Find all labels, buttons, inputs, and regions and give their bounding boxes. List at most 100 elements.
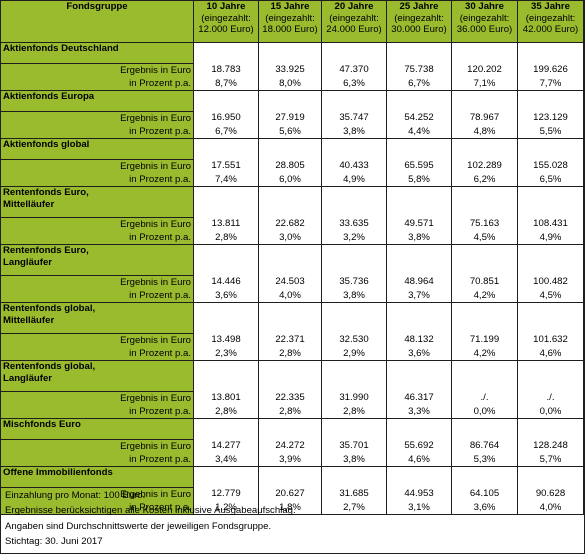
row-label-percent: in Prozent p.a.: [0, 288, 194, 303]
percent-result-cell: 3,8%: [321, 452, 387, 467]
group-name: Rentenfonds global, Mittelläufer: [3, 303, 96, 326]
euro-result-cell: 100.482: [517, 275, 584, 289]
percent-result-cell: 3,9%: [258, 452, 322, 467]
group-header-blank-cell: [193, 466, 259, 488]
group-header-blank-cell: [517, 302, 584, 334]
group-name-cell: Aktienfonds Deutschland: [0, 42, 194, 64]
group-name-cell: Rentenfonds Euro, Mittelläufer: [0, 186, 194, 218]
euro-result-cell: 155.028: [517, 159, 584, 173]
group-header-blank-cell: [451, 244, 518, 276]
group-header-blank-cell: [193, 90, 259, 112]
row-label-euro: Ergebnis in Euro: [0, 159, 194, 173]
group-header-row: Aktienfonds Europa: [0, 90, 584, 112]
percent-result-cell: 3,6%: [386, 346, 452, 361]
header-row: Fondsgruppe 10 Jahre (eingezahlt: 12.000 E…: [0, 0, 584, 43]
euro-result-cell: 35.736: [321, 275, 387, 289]
percent-result-cell: 4,2%: [451, 346, 518, 361]
euro-result-cell: 14.446: [193, 275, 259, 289]
row-label-percent: in Prozent p.a.: [0, 404, 194, 419]
row-label-euro: Ergebnis in Euro: [0, 111, 194, 125]
euro-result-cell: 75.738: [386, 63, 452, 77]
percent-result-cell: 3,0%: [258, 230, 322, 245]
euro-result-cell: 120.202: [451, 63, 518, 77]
percent-result-cell: 3,3%: [386, 404, 452, 419]
euro-result-cell: 46.317: [386, 391, 452, 405]
euro-result-cell: ./.: [517, 391, 584, 405]
footnote-line: Ergebnisse berücksichtigen alle Kosten i…: [5, 505, 296, 517]
percent-result-cell: 4,0%: [258, 288, 322, 303]
fund-results-table: Fondsgruppe 10 Jahre (eingezahlt: 12.000 E…: [0, 0, 584, 515]
percent-result-cell: 4,6%: [386, 452, 452, 467]
group-header-blank-cell: [386, 42, 452, 64]
table-row: Ergebnis in Euro 14.446 24.503 35.736 48.964…: [0, 275, 584, 289]
column-header-period: 30 Jahre (eingezahlt: 36.000 Euro): [451, 0, 518, 43]
percent-result-cell: 5,5%: [517, 124, 584, 139]
percent-result-cell: 5,7%: [517, 452, 584, 467]
row-label-percent: in Prozent p.a.: [0, 172, 194, 187]
euro-result-cell: 22.371: [258, 333, 322, 347]
euro-result-cell: 48.132: [386, 333, 452, 347]
footnote-line: Einzahlung pro Monat: 100 Euro.: [5, 490, 146, 501]
table-row: Ergebnis in Euro 12.779 20.627 31.685 44.953…: [0, 487, 584, 501]
group-name: Offene Immobilienfonds: [3, 467, 113, 479]
row-label-euro: Ergebnis in Euro: [0, 439, 194, 453]
euro-result-cell: 44.953: [386, 487, 452, 501]
group-header-blank-cell: [386, 186, 452, 218]
group-header-row: Rentenfonds global, Langläufer: [0, 360, 584, 392]
euro-result-cell: 35.701: [321, 439, 387, 453]
column-header-period: 10 Jahre (eingezahlt: 12.000 Euro): [193, 0, 259, 43]
percent-result-cell: 5,3%: [451, 452, 518, 467]
euro-result-cell: 13.801: [193, 391, 259, 405]
group-header-blank-cell: [258, 42, 322, 64]
group-header-row: Aktienfonds global: [0, 138, 584, 160]
euro-result-cell: 33.635: [321, 217, 387, 231]
euro-result-cell: 33.925: [258, 63, 322, 77]
euro-result-cell: 199.626: [517, 63, 584, 77]
euro-result-cell: 108.431: [517, 217, 584, 231]
percent-result-cell: 6,3%: [321, 76, 387, 91]
row-label-percent: in Prozent p.a.: [0, 500, 194, 515]
euro-result-cell: 22.682: [258, 217, 322, 231]
percent-result-cell: 2,9%: [321, 346, 387, 361]
group-header-blank-cell: [451, 90, 518, 112]
percent-result-cell: 4,5%: [517, 288, 584, 303]
euro-result-cell: 16.950: [193, 111, 259, 125]
euro-result-cell: 101.632: [517, 333, 584, 347]
percent-result-cell: 3,6%: [451, 500, 518, 515]
percent-result-cell: 6,5%: [517, 172, 584, 187]
euro-result-cell: 102.289: [451, 159, 518, 173]
euro-result-cell: 31.685: [321, 487, 387, 501]
euro-result-cell: 22.335: [258, 391, 322, 405]
group-header-blank-cell: [451, 138, 518, 160]
group-header-blank-cell: [517, 244, 584, 276]
group-header-blank-cell: [517, 186, 584, 218]
group-header-blank-cell: [321, 302, 387, 334]
percent-result-cell: 4,9%: [321, 172, 387, 187]
table-row: Ergebnis in Euro 13.498 22.371 32.530 48.132…: [0, 333, 584, 347]
percent-result-cell: 3,6%: [193, 288, 259, 303]
group-header-blank-cell: [193, 138, 259, 160]
percent-result-cell: 3,2%: [321, 230, 387, 245]
group-header-blank-cell: [321, 466, 387, 488]
group-name: Aktienfonds Deutschland: [3, 43, 119, 55]
table-row: in Prozent p.a. 6,7% 5,6% 3,8% 4,4% 4,8% 5,5%: [0, 124, 584, 139]
euro-result-cell: 31.990: [321, 391, 387, 405]
group-header-blank-cell: [386, 302, 452, 334]
euro-result-cell: 27.919: [258, 111, 322, 125]
column-header-period: 35 Jahre (eingezahlt: 42.000 Euro): [517, 0, 584, 43]
percent-result-cell: 5,6%: [258, 124, 322, 139]
group-header-row: Rentenfonds global, Mittelläufer: [0, 302, 584, 334]
table-row: Ergebnis in Euro 17.551 28.805 40.433 65.595…: [0, 159, 584, 173]
percent-result-cell: 4,8%: [451, 124, 518, 139]
group-header-blank-cell: [258, 186, 322, 218]
percent-result-cell: 0,0%: [517, 404, 584, 419]
euro-result-cell: 14.277: [193, 439, 259, 453]
euro-result-cell: 128.248: [517, 439, 584, 453]
euro-result-cell: 75.163: [451, 217, 518, 231]
row-label-euro: Ergebnis in Euro: [0, 275, 194, 289]
euro-result-cell: 71.199: [451, 333, 518, 347]
group-header-blank-cell: [386, 138, 452, 160]
table-row: Ergebnis in Euro 13.801 22.335 31.990 46.317…: [0, 391, 584, 405]
percent-result-cell: 4,9%: [517, 230, 584, 245]
group-header-blank-cell: [386, 418, 452, 440]
